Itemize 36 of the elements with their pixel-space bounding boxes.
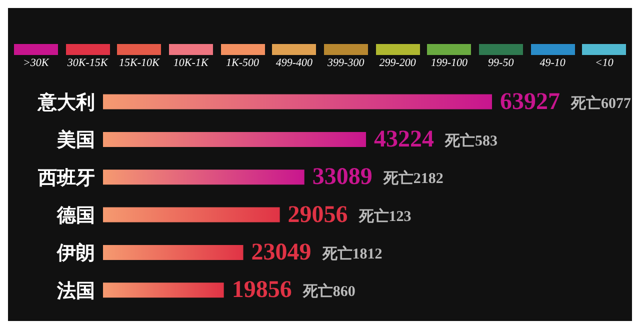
data-label: 23049 — [251, 239, 312, 266]
bar — [103, 282, 224, 298]
y-tick-label: 伊朗 — [56, 242, 95, 264]
y-tick-label: 意大利 — [37, 92, 95, 114]
data-label: 33089 — [312, 164, 372, 190]
data-label: 43224 — [374, 126, 434, 152]
bar — [103, 244, 244, 260]
data-label: 63927 — [500, 88, 560, 115]
annotation: 死亡583 — [444, 132, 498, 150]
legend-label: 399-300 — [328, 57, 364, 69]
bar — [103, 207, 280, 222]
legend-label: 99-50 — [488, 57, 514, 69]
data-label: 29056 — [288, 202, 348, 228]
legend-label: 10K-1K — [173, 57, 208, 69]
bar — [103, 132, 366, 147]
y-tick-label: 法国 — [56, 280, 95, 302]
legend-label: 30K-15K — [67, 57, 108, 69]
legend-label: 199-100 — [430, 57, 468, 69]
legend-label: >30K — [22, 57, 49, 69]
legend-label: 499-400 — [276, 57, 313, 69]
legend-label: <10 — [595, 57, 614, 69]
legend-label: 15K-10K — [119, 57, 160, 69]
data-label: 19856 — [232, 277, 292, 304]
text: 死亡6077 — [570, 94, 632, 112]
legend-label: 1K-500 — [226, 57, 260, 69]
annotation: 死亡1812 — [321, 244, 382, 262]
annotation: 死亡2182 — [382, 169, 444, 188]
annotation: 死亡123 — [358, 206, 412, 225]
y-tick-label: 美国 — [56, 129, 95, 152]
y-tick-label: 西班牙 — [37, 166, 95, 189]
bar — [103, 94, 492, 110]
y-tick-label: 德国 — [56, 206, 95, 227]
bar — [103, 170, 304, 185]
legend-label: 49-10 — [540, 57, 566, 69]
annotation: 死亡860 — [302, 282, 356, 300]
legend-label: 299-200 — [379, 57, 416, 69]
